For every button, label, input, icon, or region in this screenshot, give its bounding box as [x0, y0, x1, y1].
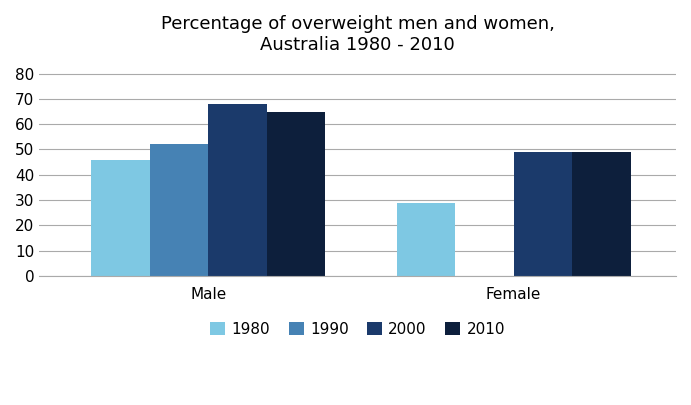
- Bar: [150, 145, 208, 276]
- Bar: [513, 152, 572, 276]
- Bar: [572, 152, 630, 276]
- Bar: [397, 202, 455, 276]
- Bar: [267, 111, 325, 276]
- Title: Percentage of overweight men and women,
Australia 1980 - 2010: Percentage of overweight men and women, …: [161, 15, 555, 54]
- Bar: [91, 160, 150, 276]
- Legend: 1980, 1990, 2000, 2010: 1980, 1990, 2000, 2010: [204, 316, 511, 343]
- Bar: [208, 104, 267, 276]
